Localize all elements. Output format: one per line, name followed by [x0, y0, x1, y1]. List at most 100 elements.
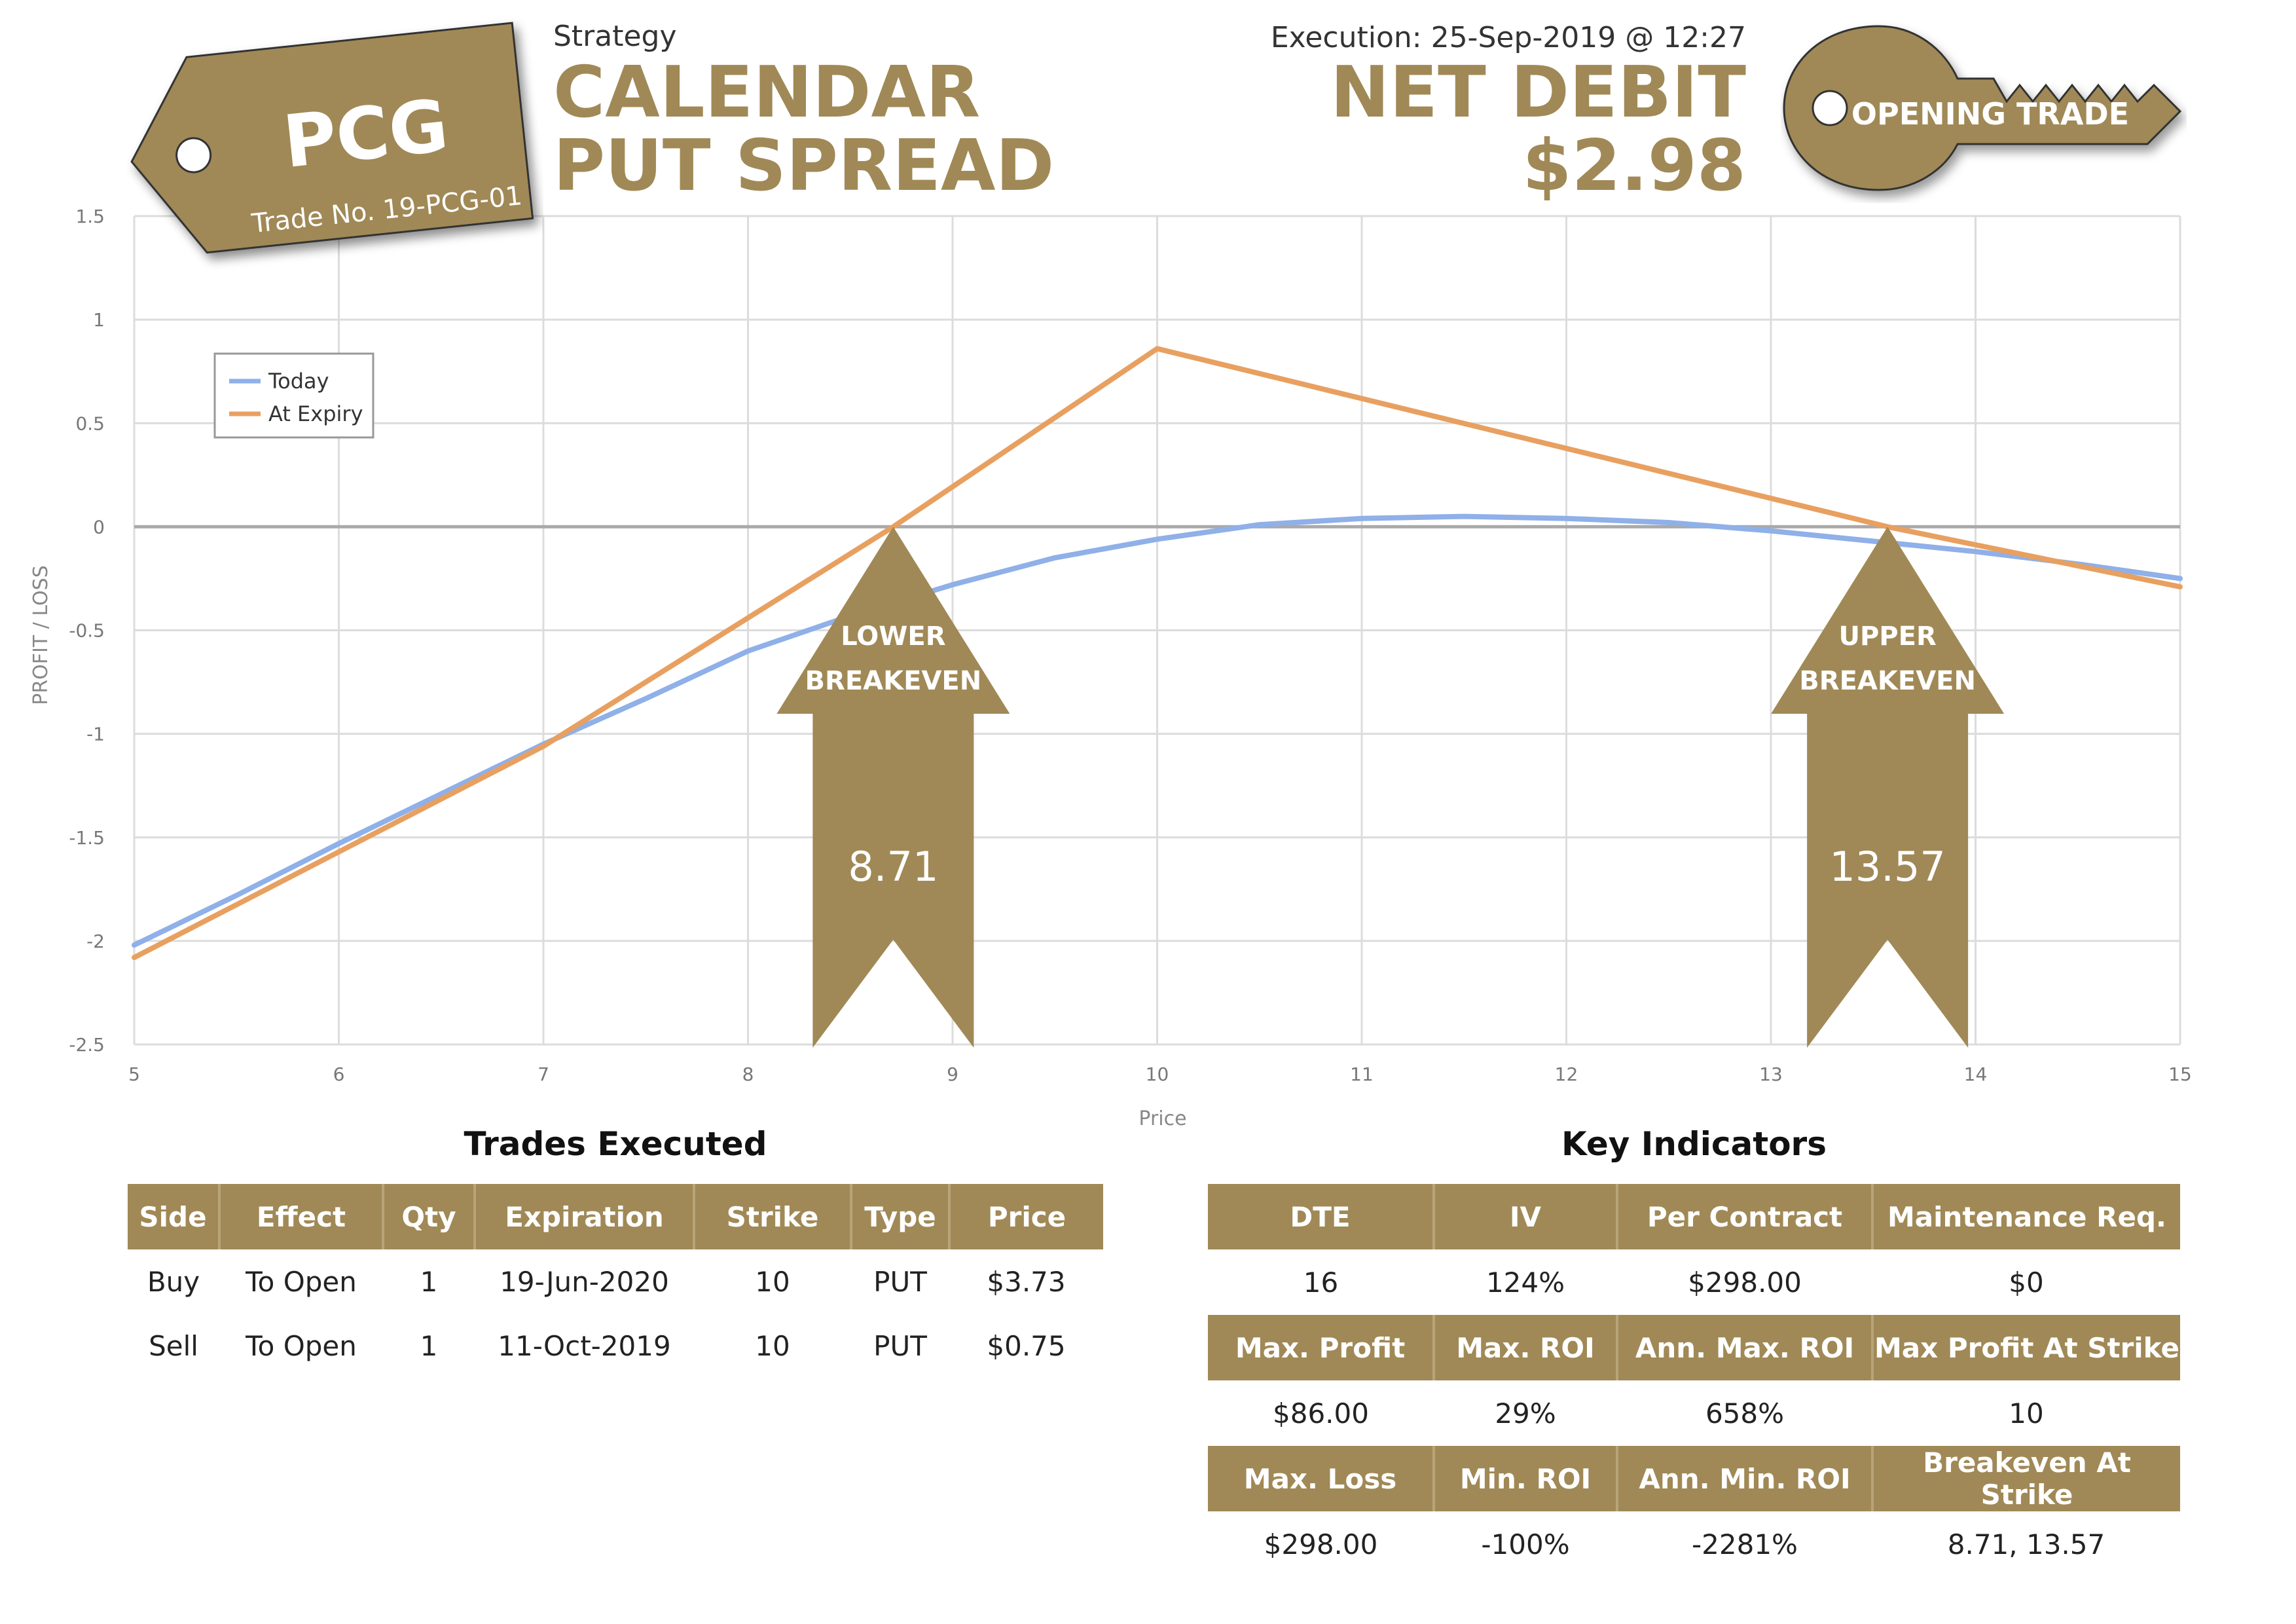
- ki-header-max-profit-strike: Max Profit At Strike: [1872, 1315, 2180, 1380]
- col-qty: Qty: [383, 1184, 476, 1249]
- legend-label-today: Today: [268, 369, 329, 394]
- breakeven-arrow-upper: [1771, 526, 2005, 1048]
- key-hole-icon: [1812, 90, 1848, 126]
- ki-header-ann-min-roi: Ann. Min. ROI: [1617, 1446, 1874, 1511]
- legend-label-expiry: At Expiry: [268, 401, 363, 426]
- opening-trade-key: OPENING TRADE: [1781, 13, 2187, 203]
- ki-header-ann-max-roi: Ann. Max. ROI: [1617, 1315, 1874, 1380]
- key-icon: OPENING TRADE: [1783, 25, 2182, 191]
- cell-strike: 10: [755, 1265, 790, 1298]
- breakeven-label-lower: BREAKEVEN: [805, 666, 982, 696]
- breakeven-label-upper: UPPER: [1839, 621, 1937, 652]
- table-row: Buy To Open 1 19-Jun-2020 10 PUT $3.73: [128, 1249, 1103, 1314]
- x-tick-label: 13: [1759, 1063, 1783, 1085]
- cell-qty: 1: [420, 1265, 438, 1298]
- ki-value-breakeven-strike: 8.71, 13.57: [1947, 1528, 2105, 1560]
- col-expiration: Expiration: [475, 1184, 695, 1249]
- ki-header-max-profit: Max. Profit: [1208, 1315, 1435, 1380]
- col-type: Type: [851, 1184, 951, 1249]
- x-tick-label: 8: [742, 1063, 754, 1085]
- x-tick-label: 10: [1146, 1063, 1169, 1085]
- y-axis-title: PROFIT / LOSS: [29, 565, 52, 705]
- ki-value-ann-max-roi: 658%: [1705, 1397, 1785, 1430]
- cell-side: Sell: [149, 1329, 198, 1362]
- x-tick-label: 5: [128, 1063, 140, 1085]
- strategy-label: Strategy: [553, 20, 677, 53]
- ki-header-row: Max. Loss Min. ROI Ann. Min. ROI Breakev…: [1208, 1446, 2180, 1511]
- ki-header-row: Max. Profit Max. ROI Ann. Max. ROI Max P…: [1208, 1315, 2180, 1380]
- series-line-today: [132, 513, 2183, 948]
- ki-header-max-loss: Max. Loss: [1208, 1446, 1435, 1511]
- x-tick-label: 14: [1964, 1063, 1988, 1085]
- cell-effect: To Open: [246, 1329, 357, 1362]
- chart-series: [132, 346, 2183, 961]
- ki-value-min-roi: -100%: [1481, 1528, 1570, 1560]
- net-debit-label: NET DEBIT: [1330, 52, 1746, 134]
- y-tick-label: 0: [93, 516, 105, 538]
- tag-hole-icon: [175, 137, 212, 174]
- trades-header-row: Side Effect Qty Expiration Strike Type P…: [128, 1184, 1103, 1249]
- key-label: OPENING TRADE: [1851, 96, 2129, 132]
- breakeven-label-lower: LOWER: [841, 621, 945, 652]
- ki-value-row: $86.00 29% 658% 10: [1208, 1380, 2180, 1446]
- execution-timestamp: Execution: 25-Sep-2019 @ 12:27: [1270, 21, 1746, 54]
- strategy-title-line1: CALENDAR: [553, 52, 981, 134]
- key-indicators-title: Key Indicators: [1561, 1125, 1827, 1163]
- cell-type: PUT: [873, 1265, 927, 1298]
- ki-header-breakeven-strike: Breakeven At Strike: [1872, 1446, 2180, 1511]
- x-tick-label: 6: [333, 1063, 345, 1085]
- tag-shape: PCG Trade No. 19-PCG-01: [130, 22, 534, 254]
- breakeven-arrow-lower: [776, 526, 1010, 1048]
- chart-legend: Today At Expiry: [213, 352, 374, 439]
- col-effect: Effect: [219, 1184, 384, 1249]
- x-axis-title: Price: [1139, 1107, 1186, 1130]
- y-tick-label: 0.5: [75, 413, 105, 434]
- y-tick-label: -2.5: [69, 1034, 105, 1056]
- ki-header-min-roi: Min. ROI: [1434, 1446, 1618, 1511]
- breakeven-annotations: LOWER BREAKEVEN 8.71 UPPER BREAKEVEN 13.57: [776, 526, 2005, 1048]
- ki-value-max-profit: $86.00: [1273, 1397, 1369, 1430]
- y-tick-label: 1: [93, 309, 105, 331]
- x-tick-label: 7: [538, 1063, 549, 1085]
- x-tick-label: 15: [2168, 1063, 2192, 1085]
- strategy-title-line2: PUT SPREAD: [553, 125, 1055, 207]
- y-tick-label: 1.5: [75, 206, 105, 227]
- y-tick-label: -1.5: [69, 827, 105, 849]
- ki-header-dte: DTE: [1208, 1184, 1435, 1249]
- chart-ticks: 5 6 7 8 9 10 11 12 13 14 15 1.5 1 0.5 0 -0.5 -1 -1.5 -2 -2.…: [69, 206, 2191, 1085]
- ki-value-per-contract: $298.00: [1688, 1266, 1802, 1299]
- ki-value-maintenance: $0: [2009, 1266, 2044, 1299]
- ki-value-max-loss: $298.00: [1264, 1528, 1378, 1560]
- trades-title: Trades Executed: [464, 1125, 767, 1163]
- y-tick-label: -2: [86, 931, 105, 952]
- ki-value-row: 16 124% $298.00 $0: [1208, 1249, 2180, 1315]
- breakeven-label-upper: BREAKEVEN: [1799, 666, 1976, 696]
- cell-side: Buy: [147, 1265, 200, 1298]
- cell-strike: 10: [755, 1329, 790, 1362]
- col-side: Side: [128, 1184, 221, 1249]
- x-tick-label: 9: [947, 1063, 958, 1085]
- trades-table: Side Effect Qty Expiration Strike Type P…: [128, 1184, 1103, 1378]
- ki-header-max-roi: Max. ROI: [1434, 1315, 1618, 1380]
- col-price: Price: [949, 1184, 1103, 1249]
- x-tick-label: 12: [1555, 1063, 1578, 1085]
- symbol-tag: PCG Trade No. 19-PCG-01: [118, 7, 543, 282]
- ki-value-row: $298.00 -100% -2281% 8.71, 13.57: [1208, 1511, 2180, 1577]
- ki-header-per-contract: Per Contract: [1617, 1184, 1874, 1249]
- ki-header-row: DTE IV Per Contract Maintenance Req.: [1208, 1184, 2180, 1249]
- ki-value-iv: 124%: [1485, 1266, 1565, 1299]
- cell-price: $0.75: [987, 1329, 1066, 1362]
- series-line-at-expiry: [132, 346, 2183, 961]
- cell-type: PUT: [873, 1329, 927, 1362]
- cell-expiration: 11-Oct-2019: [498, 1329, 671, 1362]
- ki-value-dte: 16: [1303, 1266, 1339, 1299]
- col-strike: Strike: [694, 1184, 852, 1249]
- net-debit-value: $2.98: [1522, 125, 1746, 207]
- ki-value-max-profit-strike: 10: [2009, 1397, 2044, 1430]
- cell-qty: 1: [420, 1329, 438, 1362]
- key-indicators-table: DTE IV Per Contract Maintenance Req. 16 …: [1208, 1184, 2180, 1577]
- cell-expiration: 19-Jun-2020: [500, 1265, 669, 1298]
- tag-symbol: PCG: [280, 84, 452, 185]
- ki-value-max-roi: 29%: [1495, 1397, 1556, 1430]
- ki-header-iv: IV: [1434, 1184, 1618, 1249]
